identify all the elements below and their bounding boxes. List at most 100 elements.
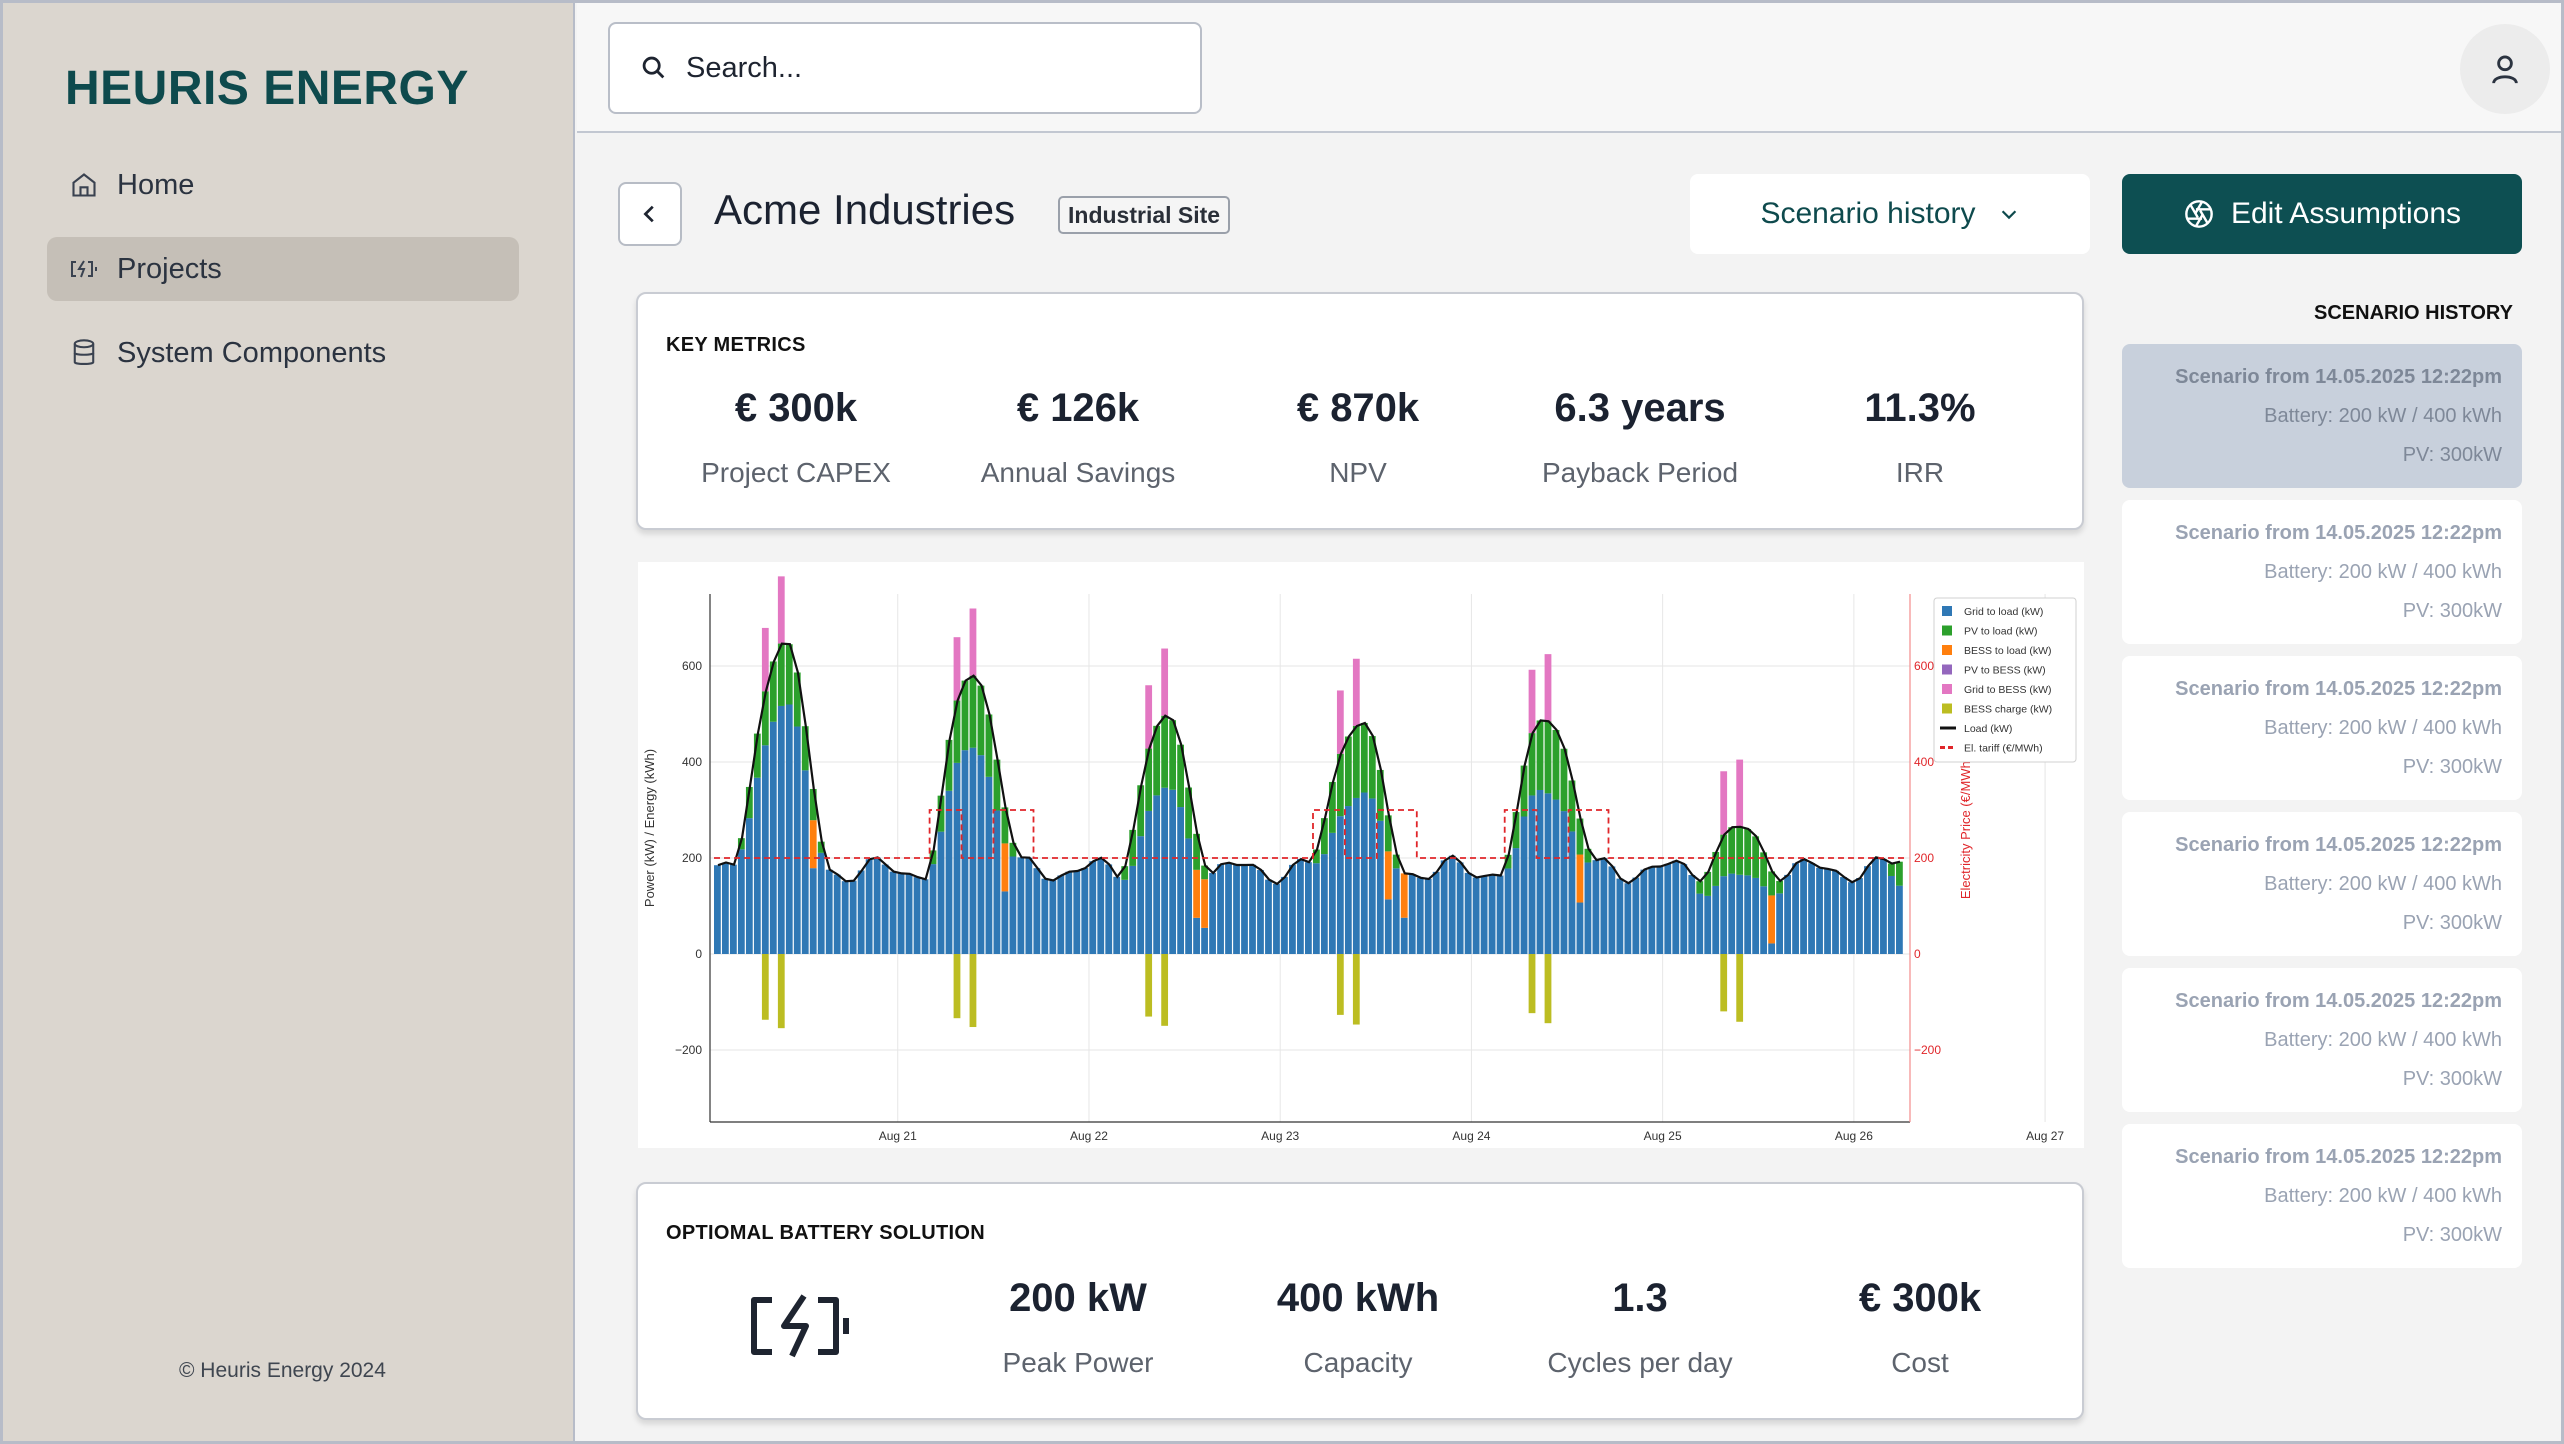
bar-grid-to-load	[1113, 876, 1121, 954]
bar-grid-to-load	[945, 790, 953, 954]
bar-pv-to-load	[817, 841, 825, 853]
scenario-pv: PV: 300kW	[2402, 444, 2502, 466]
bar-grid-to-load	[1233, 864, 1240, 954]
scenario-history-item[interactable]: Scenario from 14.05.2025 12:22pm Battery:…	[2122, 812, 2522, 956]
bar-grid-to-load	[953, 762, 961, 954]
bar-pv-to-load	[769, 661, 777, 722]
battery-cost: € 300k Cost	[1780, 1276, 2060, 1379]
legend-swatch	[1942, 645, 1952, 655]
bar-pv-to-load	[1576, 818, 1584, 855]
scenario-battery: Battery: 200 kW / 400 kWh	[2264, 873, 2502, 895]
battery-charging-icon	[748, 1294, 852, 1363]
bar-grid-to-load	[1400, 917, 1408, 954]
bar-grid-to-load	[801, 770, 809, 954]
y2-tick-label: 0	[1914, 947, 1921, 961]
bar-grid-to-load	[1448, 855, 1456, 954]
metric-value: 11.3%	[1864, 386, 1976, 430]
bar-grid-to-load	[1576, 902, 1584, 954]
scenario-history-dropdown[interactable]: Scenario history	[1690, 174, 2090, 254]
bar-grid-to-load	[1025, 857, 1033, 954]
sidebar-item-label: Home	[117, 168, 195, 201]
bar-grid-to-load	[881, 864, 889, 954]
bar-grid-to-load	[1736, 874, 1744, 954]
bar-grid-to-load	[1328, 832, 1336, 954]
bar-grid-to-load	[1424, 878, 1432, 954]
bar-grid-to-load	[1017, 857, 1025, 954]
sidebar-item-projects[interactable]: Projects	[47, 237, 519, 301]
bar-grid-to-load	[1704, 895, 1712, 954]
bar-grid-to-load	[753, 777, 761, 954]
bar-pv-to-load	[1161, 715, 1169, 788]
bar-grid-to-load	[1273, 883, 1280, 954]
bar-grid-to-load	[1688, 874, 1696, 954]
bar-grid-to-load	[1832, 870, 1839, 954]
bar-grid-to-load	[1265, 879, 1272, 954]
metric-value: 200 kW	[1009, 1276, 1147, 1320]
bar-grid-to-load	[1496, 875, 1504, 954]
bar-bess-to-load	[1768, 895, 1776, 944]
scenario-history-item[interactable]: Scenario from 14.05.2025 12:22pm Battery:…	[2122, 344, 2522, 488]
scenario-history-item[interactable]: Scenario from 14.05.2025 12:22pm Battery:…	[2122, 656, 2522, 800]
search-input[interactable]: Search...	[608, 22, 1202, 114]
bar-pv-to-load	[801, 726, 809, 771]
scenario-history-item[interactable]: Scenario from 14.05.2025 12:22pm Battery:…	[2122, 968, 2522, 1112]
y2-tick-label: 600	[1914, 659, 1934, 673]
bar-grid-to-bess	[1336, 690, 1344, 754]
user-icon	[2492, 55, 2518, 84]
x-tick-label: Aug 27	[2026, 1129, 2064, 1143]
bar-grid-to-load	[1608, 866, 1616, 954]
bar-grid-to-load	[1249, 864, 1256, 954]
metric-label: Peak Power	[1002, 1347, 1154, 1378]
scenario-history-item[interactable]: Scenario from 14.05.2025 12:22pm Battery:…	[2122, 1124, 2522, 1268]
scenario-title: Scenario from 14.05.2025 12:22pm	[2175, 678, 2502, 700]
bar-pv-to-load	[1169, 720, 1177, 790]
bar-bess-charge	[953, 954, 961, 1019]
scenario-history-item[interactable]: Scenario from 14.05.2025 12:22pm Battery:…	[2122, 500, 2522, 644]
bar-grid-to-load	[1081, 867, 1089, 954]
bar-pv-to-load	[993, 759, 1001, 811]
back-button[interactable]	[618, 182, 682, 246]
metric-label: Cycles per day	[1547, 1347, 1733, 1378]
bar-grid-to-load	[1129, 865, 1137, 954]
metric-value: € 300k	[734, 386, 858, 430]
x-tick-label: Aug 25	[1644, 1129, 1682, 1143]
bar-grid-to-load	[1257, 870, 1264, 954]
bar-grid-to-load	[1848, 882, 1855, 954]
metric-label: Capacity	[1303, 1347, 1413, 1378]
copyright-text: © Heuris Energy 2024	[179, 1359, 386, 1382]
bar-grid-to-load	[1896, 885, 1903, 954]
bar-grid-to-load	[1336, 816, 1344, 954]
bar-grid-to-load	[1624, 883, 1632, 954]
bar-grid-to-load	[1472, 877, 1480, 954]
bar-pv-to-load	[1552, 729, 1560, 800]
bar-grid-to-load	[1720, 876, 1728, 954]
bar-pv-to-load	[1001, 807, 1009, 844]
battery-peak-power: 200 kW Peak Power	[938, 1276, 1218, 1379]
sidebar-item-home[interactable]: Home	[47, 153, 519, 217]
bar-grid-to-bess	[777, 576, 785, 644]
user-avatar-button[interactable]	[2460, 24, 2550, 114]
bar-pv-to-load	[1736, 826, 1744, 875]
bar-grid-to-load	[1344, 806, 1352, 954]
x-tick-label: Aug 23	[1261, 1129, 1299, 1143]
scenario-battery: Battery: 200 kW / 400 kWh	[2264, 561, 2502, 583]
legend-swatch	[1942, 703, 1952, 714]
sidebar-item-system-components[interactable]: System Components	[47, 321, 519, 385]
metric-label: IRR	[1895, 457, 1945, 488]
line-load	[717, 642, 1901, 886]
bar-grid-to-load	[897, 873, 905, 954]
bar-pv-to-load	[1360, 722, 1368, 793]
key-metrics-title: KEY METRICS	[666, 334, 806, 356]
bar-grid-to-load	[721, 862, 729, 954]
legend-label: El. tariff (€/MWh)	[1964, 743, 2043, 755]
legend-label: Grid to load (kW)	[1964, 606, 2043, 618]
edit-assumptions-button[interactable]: Edit Assumptions	[2122, 174, 2522, 254]
bar-pv-to-load	[1145, 748, 1153, 811]
bar-grid-to-bess	[953, 637, 961, 701]
x-tick-label: Aug 21	[879, 1129, 917, 1143]
bar-grid-to-load	[1009, 856, 1017, 954]
bar-pv-to-load	[1536, 720, 1544, 790]
y-tick-label: 0	[695, 947, 702, 961]
bar-grid-to-load	[1169, 789, 1177, 954]
